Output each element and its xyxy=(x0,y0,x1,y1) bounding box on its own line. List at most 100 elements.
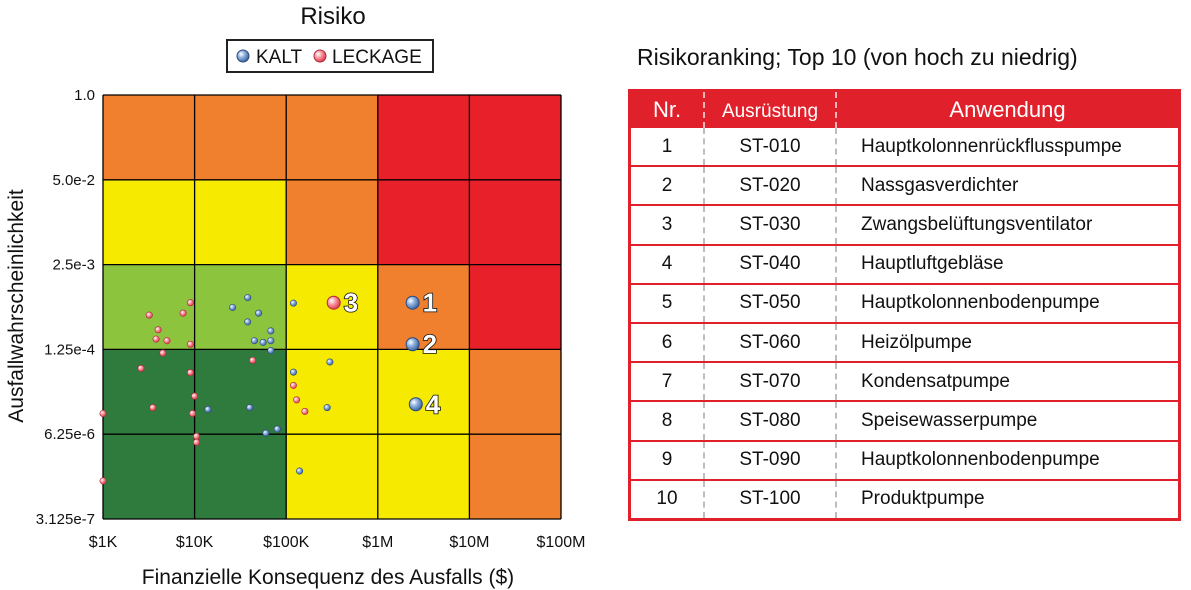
row-equipment: ST-080 xyxy=(704,401,837,442)
table-row: 9 ST-090 Hauptkolonnenbodenpumpe xyxy=(629,440,1180,481)
risk-cell-very-high xyxy=(469,179,561,265)
risk-cell-high xyxy=(286,95,378,180)
kalt-point xyxy=(267,347,275,355)
highlighted-point-label: 3 xyxy=(344,288,358,318)
legend: KALT LECKAGE xyxy=(226,39,434,73)
leckage-point xyxy=(145,311,153,319)
leckage-point xyxy=(191,392,199,400)
table-body: 1 ST-010 Hauptkolonnenrückflusspumpe 2 ST-02… xyxy=(629,128,1180,520)
legend-kalt-marker xyxy=(236,49,250,63)
risk-cell-high xyxy=(103,95,195,180)
kalt-point xyxy=(267,337,275,345)
leckage-point xyxy=(186,369,194,377)
leckage-point xyxy=(159,349,167,357)
highlighted-points: 1 2 3 4 xyxy=(326,287,442,420)
kalt-point xyxy=(244,294,252,302)
row-application: Hauptluftgebläse xyxy=(836,244,1180,285)
row-nr: 8 xyxy=(629,401,705,442)
data-points xyxy=(99,294,334,485)
leckage-point xyxy=(301,407,309,415)
x-tick-label: $1K xyxy=(89,534,118,551)
risk-cell-medium-low xyxy=(194,264,287,350)
table-row: 2 ST-020 Nassgasverdichter xyxy=(629,166,1180,207)
chart-title: Risiko xyxy=(300,3,365,30)
legend-box xyxy=(226,39,434,73)
row-equipment: ST-050 xyxy=(704,283,837,324)
row-nr: 1 xyxy=(629,128,705,168)
risk-cell-high xyxy=(469,434,561,519)
y-tick-label: 1.0 xyxy=(74,87,95,104)
risk-cell-high xyxy=(377,264,470,350)
table-row: 3 ST-030 Zwangsbelüftungsventilator xyxy=(629,205,1180,246)
row-nr: 10 xyxy=(629,479,705,520)
kalt-point xyxy=(255,309,263,317)
row-application: Heizölpumpe xyxy=(836,322,1180,364)
row-equipment: ST-090 xyxy=(704,440,837,481)
risk-cell-very-high xyxy=(469,264,561,350)
risk-cell-very-high xyxy=(469,95,561,180)
legend-leckage-marker xyxy=(313,49,327,63)
row-equipment: ST-030 xyxy=(704,205,837,246)
risk-cells xyxy=(103,95,561,519)
header-nr: Nr. xyxy=(629,90,705,128)
x-tick-label: $10M xyxy=(449,534,489,551)
leckage-point xyxy=(137,364,145,372)
table-row: 1 ST-010 Hauptkolonnenrückflusspumpe xyxy=(629,128,1180,168)
row-nr: 3 xyxy=(629,205,705,246)
row-nr: 5 xyxy=(629,283,705,324)
leckage-point xyxy=(293,396,301,404)
leckage-point xyxy=(193,438,201,446)
kalt-point xyxy=(323,404,331,412)
highlighted-point-label: 4 xyxy=(426,389,441,419)
risk-cell-medium-low xyxy=(103,264,195,350)
row-application: Hauptkolonnenbodenpumpe xyxy=(836,440,1180,481)
kalt-point xyxy=(246,404,254,412)
risk-cell-high xyxy=(194,95,287,180)
kalt-point xyxy=(326,358,334,366)
table-title: Risikoranking; Top 10 (von hoch zu niedr… xyxy=(637,44,1078,70)
leckage-point xyxy=(163,337,171,345)
risk-cell-medium xyxy=(286,434,378,519)
leckage-point xyxy=(179,309,187,317)
row-nr: 4 xyxy=(629,244,705,285)
row-application: Hauptkolonnenrückflusspumpe xyxy=(836,128,1180,168)
leckage-point xyxy=(193,432,201,440)
row-equipment: ST-010 xyxy=(704,128,837,168)
row-application: Produktpumpe xyxy=(861,488,985,510)
risk-cell-low xyxy=(194,349,287,435)
risk-cell-medium xyxy=(377,349,470,435)
row-nr: 6 xyxy=(629,322,705,364)
kalt-point xyxy=(262,429,270,437)
header-equipment-label: Ausrüstung xyxy=(721,101,819,122)
leckage-point xyxy=(189,409,197,417)
leckage-point xyxy=(249,356,257,364)
kalt-point xyxy=(273,425,281,433)
row-nr: 2 xyxy=(629,166,705,207)
highlighted-point xyxy=(405,295,420,310)
risk-cell-very-high xyxy=(377,179,470,265)
risk-cell-low xyxy=(194,434,287,519)
y-axis-label: Ausfallwahrscheinlichkeit xyxy=(5,189,28,423)
y-tick-label: 2.5e-3 xyxy=(52,257,95,274)
leckage-point xyxy=(154,326,162,334)
row-application: Kondensatpumpe xyxy=(836,362,1180,403)
risk-cell-medium xyxy=(377,434,470,519)
risk-ranking-table: Nr. Ausrüstung Anwendung 1 ST-010 Hauptkol… xyxy=(628,89,1181,521)
row-equipment: ST-040 xyxy=(704,244,837,285)
x-tick-label: $10K xyxy=(176,534,214,551)
kalt-point xyxy=(204,405,212,413)
header-application: Anwendung xyxy=(836,90,1180,128)
leckage-point xyxy=(152,335,160,343)
y-tick-labels: 1.0 5.0e-2 2.5e-3 1.25e-4 6.25e-6 3.125e-7 xyxy=(36,87,95,528)
legend-leckage-label: LECKAGE xyxy=(332,47,422,68)
risk-cell-high xyxy=(469,349,561,435)
risk-cell-high xyxy=(286,179,378,265)
y-tick-label: 5.0e-2 xyxy=(52,172,95,189)
highlighted-point xyxy=(326,295,341,310)
risk-cell-low xyxy=(103,349,195,435)
kalt-point xyxy=(244,318,252,326)
highlighted-point xyxy=(405,337,420,352)
y-tick-label: 6.25e-6 xyxy=(44,426,95,443)
risk-cell-low xyxy=(103,434,195,519)
row-nr: 9 xyxy=(629,440,705,481)
